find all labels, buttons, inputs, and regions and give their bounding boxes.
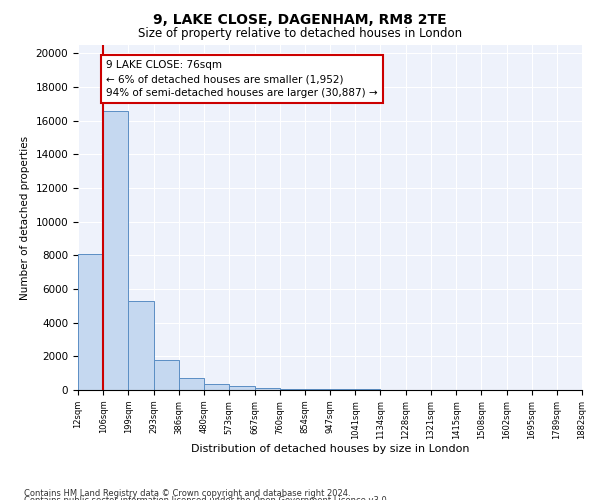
Y-axis label: Number of detached properties: Number of detached properties bbox=[20, 136, 30, 300]
Bar bbox=[78, 254, 103, 390]
Bar bbox=[229, 386, 254, 390]
Bar bbox=[305, 389, 330, 390]
Bar bbox=[204, 384, 229, 390]
Bar bbox=[128, 301, 154, 390]
Bar bbox=[103, 110, 128, 390]
Bar bbox=[179, 378, 204, 390]
Text: Contains public sector information licensed under the Open Government Licence v3: Contains public sector information licen… bbox=[24, 496, 389, 500]
Text: 9 LAKE CLOSE: 76sqm
← 6% of detached houses are smaller (1,952)
94% of semi-deta: 9 LAKE CLOSE: 76sqm ← 6% of detached hou… bbox=[106, 60, 377, 98]
Bar bbox=[254, 388, 280, 390]
Text: 9, LAKE CLOSE, DAGENHAM, RM8 2TE: 9, LAKE CLOSE, DAGENHAM, RM8 2TE bbox=[153, 12, 447, 26]
Text: Contains HM Land Registry data © Crown copyright and database right 2024.: Contains HM Land Registry data © Crown c… bbox=[24, 488, 350, 498]
Bar bbox=[154, 360, 179, 390]
X-axis label: Distribution of detached houses by size in London: Distribution of detached houses by size … bbox=[191, 444, 469, 454]
Bar bbox=[280, 388, 305, 390]
Text: Size of property relative to detached houses in London: Size of property relative to detached ho… bbox=[138, 28, 462, 40]
